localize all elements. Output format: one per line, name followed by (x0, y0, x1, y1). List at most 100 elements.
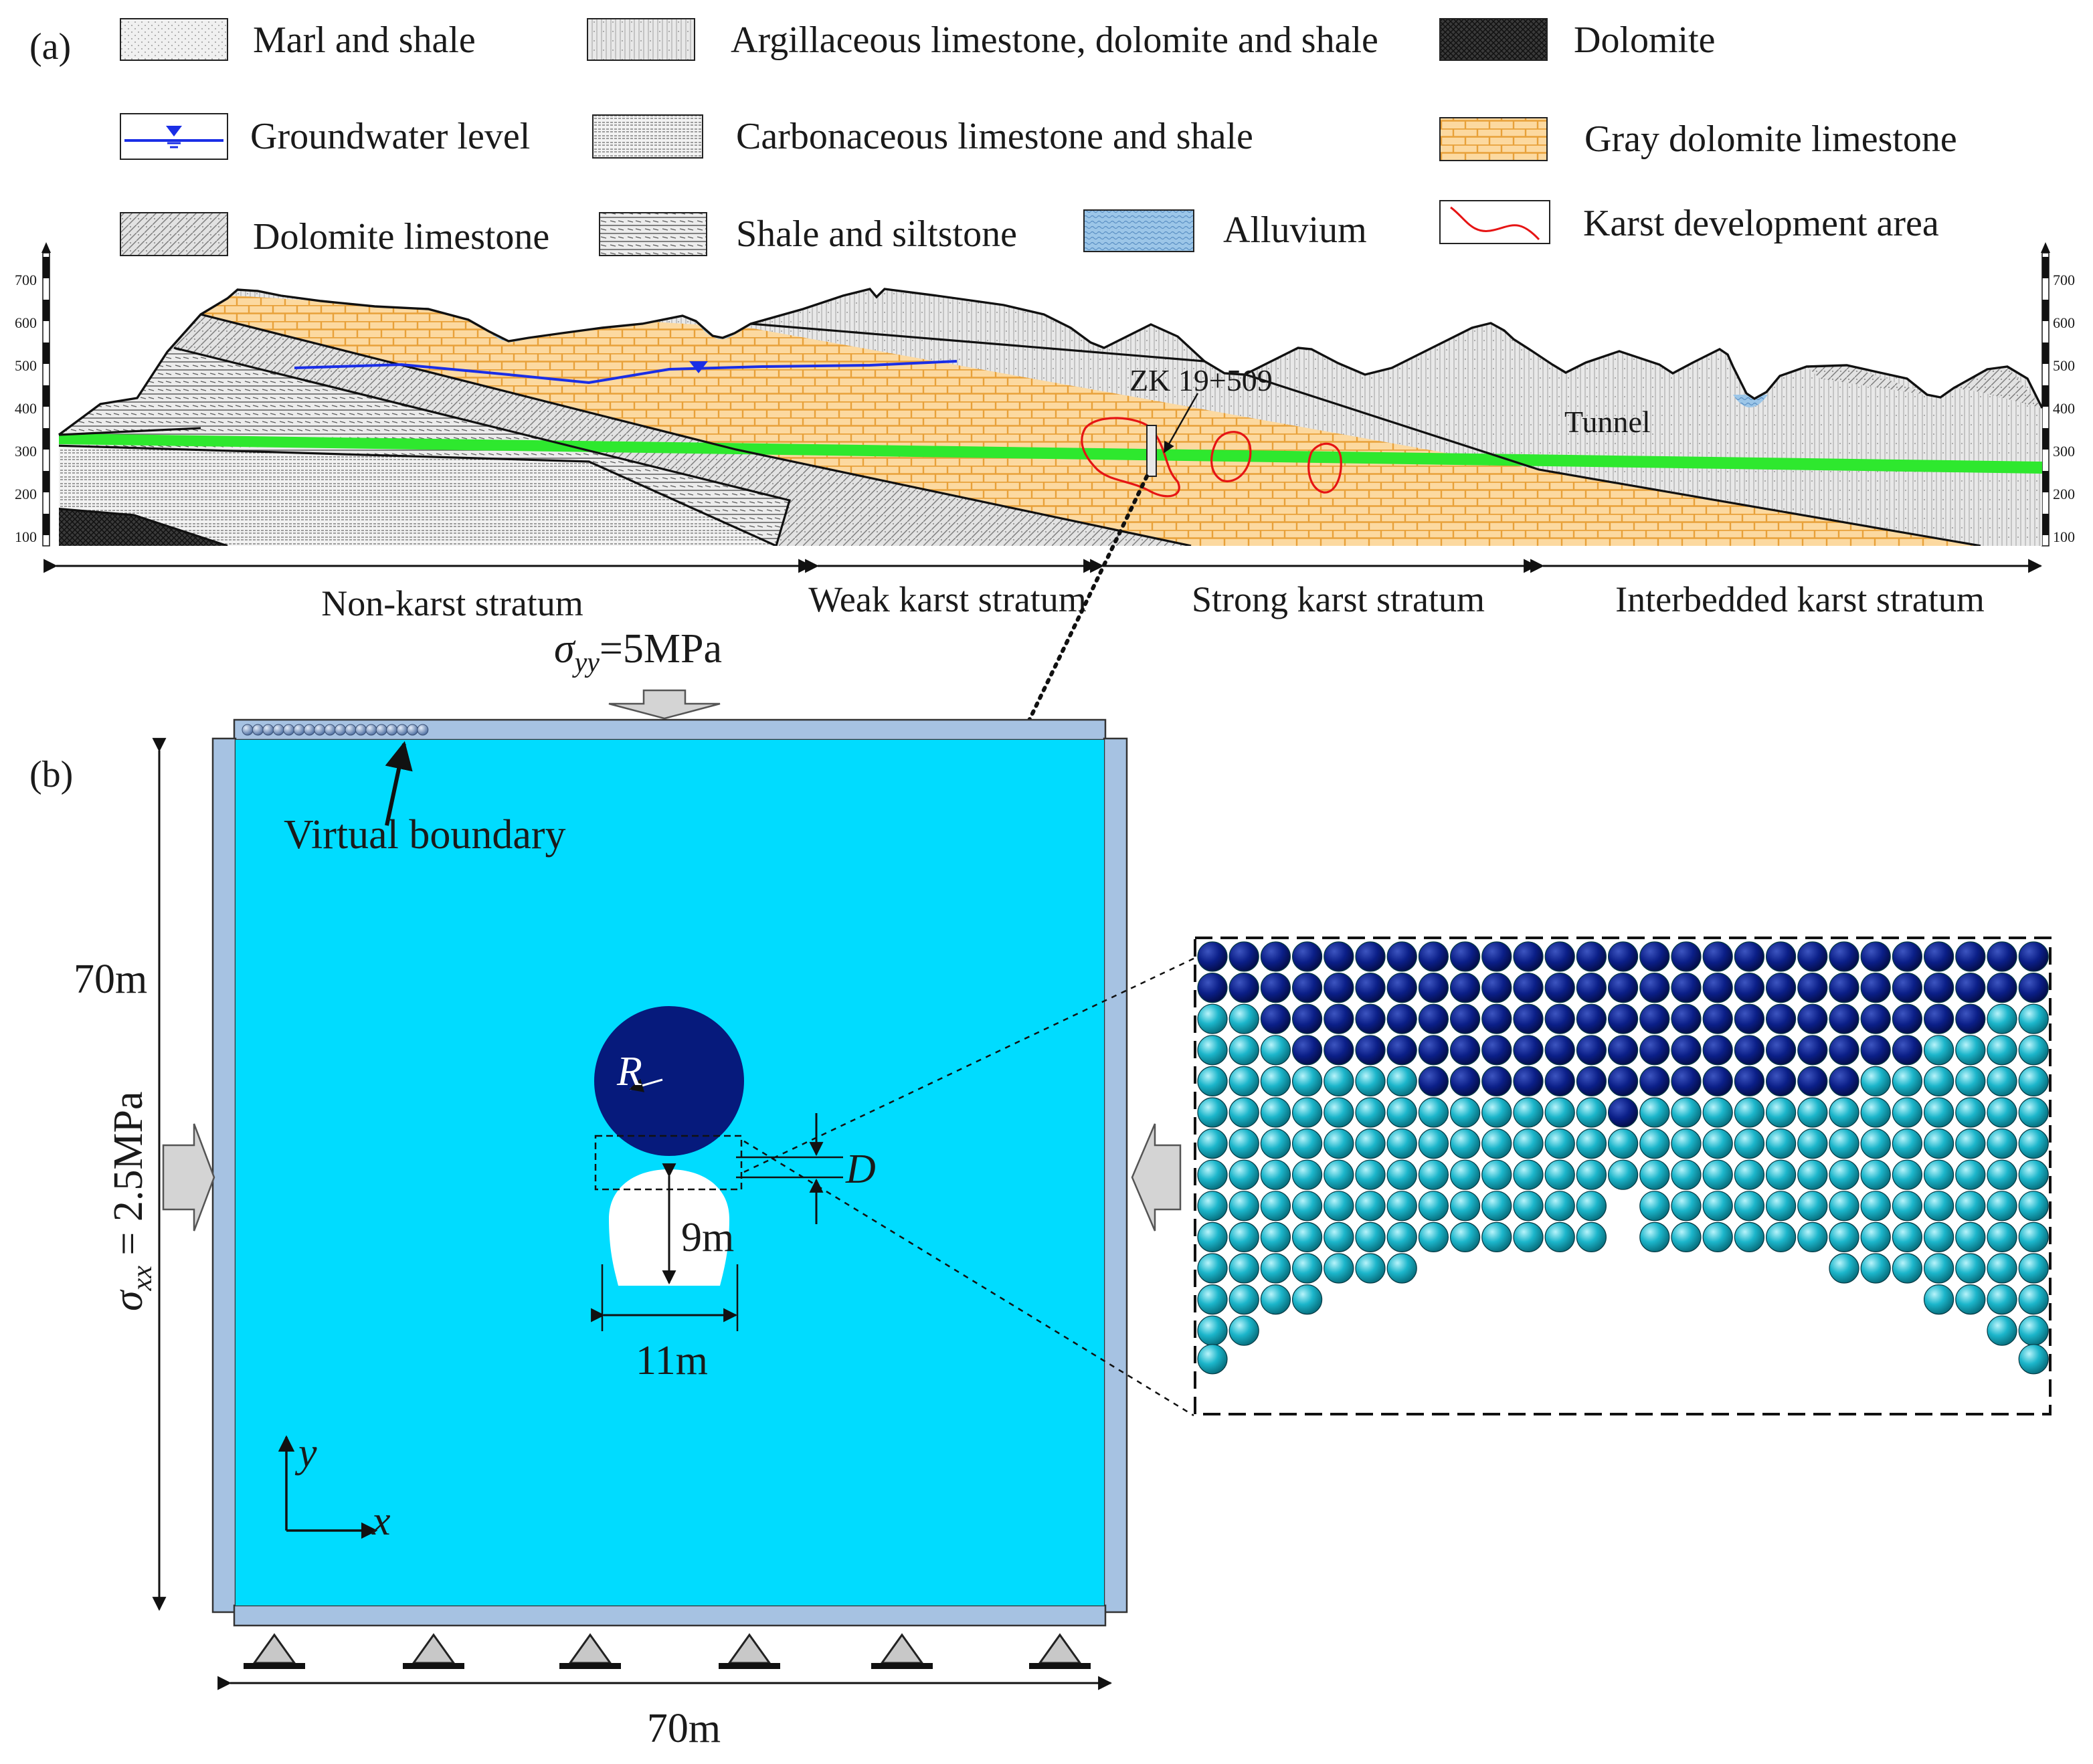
virtual-boundary-particle (303, 724, 315, 736)
cavity-particle (1608, 972, 1639, 1003)
stratum-boundary (173, 347, 792, 546)
rock-particle (1481, 1191, 1512, 1221)
cavity-particle (1671, 1003, 1702, 1034)
legend-label-gray-dolomite: Gray dolomite limestone (1584, 118, 1957, 160)
roller-supports (244, 1633, 1091, 1669)
rock-particle (1639, 1128, 1670, 1159)
radius-arrow (628, 1078, 663, 1092)
cavity-particle (2018, 972, 2049, 1003)
cavity-particle (1324, 941, 1354, 972)
cavity-particle (1481, 1003, 1512, 1034)
rock-particle (1291, 1066, 1323, 1097)
rock-particle (1608, 1159, 1639, 1190)
elevation-tick-label: 300 (2053, 443, 2075, 460)
rock-particle (1702, 1191, 1733, 1221)
rock-particle (1702, 1128, 1733, 1159)
cavity-particle (1544, 1003, 1575, 1034)
rock-particle (1228, 1035, 1259, 1066)
elevation-tick-label: 700 (2053, 272, 2075, 288)
rock-particle (1324, 1253, 1354, 1284)
rock-particle (1987, 1066, 2017, 1097)
cavity-particle (1797, 1066, 1828, 1097)
rock-particle (1418, 1159, 1449, 1190)
rock-particle (1418, 1097, 1449, 1128)
rock-particle (1197, 1128, 1228, 1159)
cavity-particle (1291, 1035, 1323, 1066)
elevation-tick-label: 600 (2053, 314, 2075, 331)
cavity-particle (1544, 941, 1575, 972)
virtual-boundary-particle (272, 724, 284, 736)
cavity-particle (1481, 1035, 1512, 1066)
rock-particle (1955, 1128, 1986, 1159)
cavity-particle (1671, 941, 1702, 972)
rock-particle (1260, 1253, 1291, 1284)
rock-particle (1418, 1191, 1449, 1221)
rock-particle (1197, 1003, 1228, 1034)
rock-particle (1987, 1159, 2017, 1190)
legend-swatch-argillaceous (587, 18, 695, 61)
cavity-particle (1734, 941, 1764, 972)
cavity-particle (1766, 972, 1797, 1003)
rock-particle (2018, 1035, 2049, 1066)
rock-particle (1671, 1221, 1702, 1253)
rock-particle (1355, 1221, 1386, 1253)
rock-particle (1481, 1221, 1512, 1253)
rock-particle (1576, 1191, 1607, 1221)
rock-particle (1386, 1128, 1417, 1159)
virtual-boundary-particle (396, 724, 408, 736)
rock-particle (1355, 1191, 1386, 1221)
rock-particle (1544, 1221, 1575, 1253)
rock-particle (1228, 1003, 1259, 1034)
cavity-particle (1450, 1066, 1481, 1097)
panel-b-label: (b) (29, 754, 73, 795)
cavity-particle (2018, 941, 2049, 972)
cavity-particle (1291, 941, 1323, 972)
cavity-particle (1291, 972, 1323, 1003)
rock-particle (2018, 1253, 2049, 1284)
cavity-particle (1513, 1035, 1544, 1066)
cavity-particle (1608, 1097, 1639, 1128)
rock-particle (1324, 1128, 1354, 1159)
cavity-particle (1513, 1066, 1544, 1097)
zone-interbedded-karst: Interbedded karst stratum (1615, 579, 1985, 619)
cavity-particle (1450, 1035, 1481, 1066)
rock-particle (1955, 1284, 1986, 1315)
cavity-particle (1386, 1003, 1417, 1034)
cavity-particle (1702, 1003, 1733, 1034)
rock-particle (1355, 1128, 1386, 1159)
legend-label-shale-siltstone: Shale and siltstone (736, 213, 1017, 255)
rock-particle (1228, 1097, 1259, 1128)
rock-particle (1860, 1221, 1891, 1253)
rock-particle (1892, 1159, 1922, 1190)
cavity-particle (1608, 1035, 1639, 1066)
rock-particle (1987, 1097, 2017, 1128)
rock-particle (1924, 1159, 1954, 1190)
cavity-particle (1702, 1035, 1733, 1066)
rock-particle (1418, 1221, 1449, 1253)
cavity-particle (1291, 1003, 1323, 1034)
cavity-particle (1386, 1035, 1417, 1066)
rock-particle (1671, 1191, 1702, 1221)
rock-particle (1797, 1128, 1828, 1159)
cavity-particle (1197, 941, 1228, 972)
rock-particle (1797, 1191, 1828, 1221)
karst-cavity (594, 1006, 744, 1156)
rock-particle (1702, 1221, 1733, 1253)
elevation-tick-label: 400 (2053, 400, 2075, 417)
rock-particle (1197, 1035, 1228, 1066)
legend: Marl and shale Argillaceous limestone, d… (120, 18, 1957, 258)
legend-label-marl-shale: Marl and shale (253, 19, 476, 61)
support-base (559, 1663, 621, 1669)
rock-particle (1955, 1035, 1986, 1066)
rock-particle (1324, 1191, 1354, 1221)
cavity-particle (1639, 941, 1670, 972)
virtual-boundary-particle (386, 724, 398, 736)
rock-particle (1291, 1284, 1323, 1315)
cavity-particle (1987, 972, 2017, 1003)
cavity-particle (1829, 941, 1859, 972)
cavity-particle (1324, 1003, 1354, 1034)
cavity-particle (1829, 1066, 1859, 1097)
cavity-particle (1766, 941, 1797, 972)
legend-swatch-gray-dolomite (1439, 117, 1548, 161)
rock-particle (1260, 1191, 1291, 1221)
